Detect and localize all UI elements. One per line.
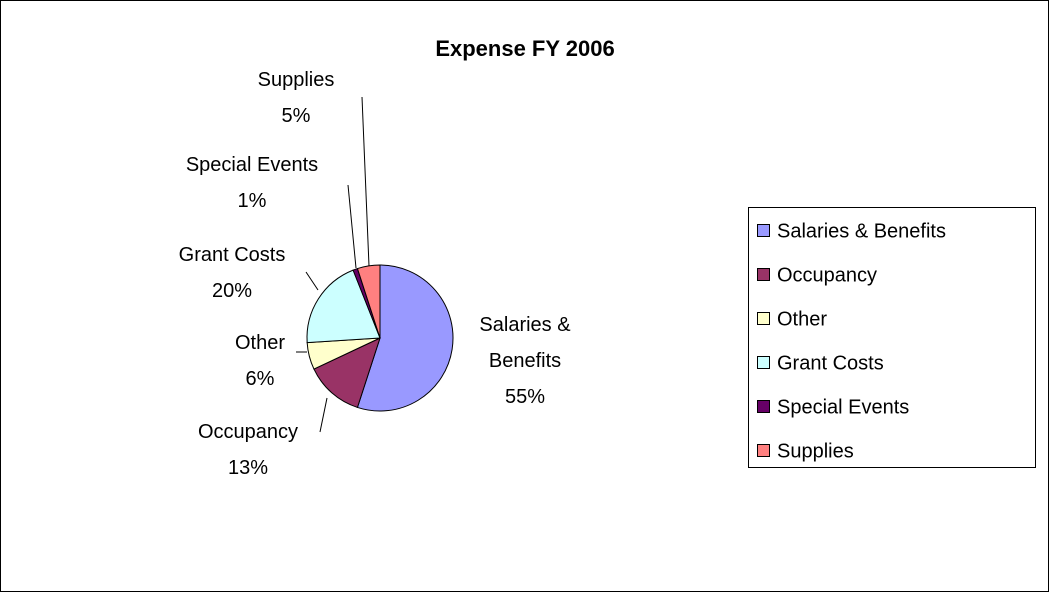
chart-title: Expense FY 2006 [435,36,614,61]
legend-label: Special Events [777,396,909,418]
pie-slice [313,337,381,409]
data-label-value: 20% [211,280,253,302]
legend-box [748,207,1036,468]
leader-line [347,184,357,269]
legend-swatch [757,312,770,325]
data-label-value: 55% [504,386,546,408]
leader-lines [296,96,370,433]
legend-label: Other [777,308,827,330]
legend-label: Grant Costs [777,352,884,374]
data-label-value: 6% [245,368,275,390]
legend-swatch [757,268,770,281]
data-label: Supplies 5% [236,62,356,134]
data-label: Salaries & Benefits 55% [460,307,590,415]
leader-line [361,96,370,267]
legend-swatch [757,224,770,237]
legend-label: Occupancy [777,264,877,286]
legend-label: Supplies [777,440,854,462]
legend-swatch [757,356,770,369]
data-label-name: Occupancy [197,421,299,443]
data-label-name: Salaries & Benefits [479,314,571,372]
legend-label: Salaries & Benefits [777,220,946,242]
data-label-value: 5% [281,105,311,127]
data-label-name: Other [234,332,286,354]
leader-line [305,271,319,291]
pie-slice [356,264,454,412]
data-label-value: 1% [237,190,267,212]
legend-swatch [757,444,770,457]
data-label-name: Supplies [257,69,335,91]
data-label-name: Special Events [185,154,319,176]
data-label: Occupancy 13% [168,414,328,486]
pie-slice [356,264,381,339]
data-label: Other 6% [210,325,310,397]
data-label-name: Grant Costs [178,244,286,266]
legend-swatch [757,400,770,413]
data-label: Grant Costs 20% [152,237,312,309]
leader-line [319,397,328,433]
data-label: Special Events 1% [162,147,342,219]
data-label-value: 13% [227,457,269,479]
pie-slice [306,269,381,344]
